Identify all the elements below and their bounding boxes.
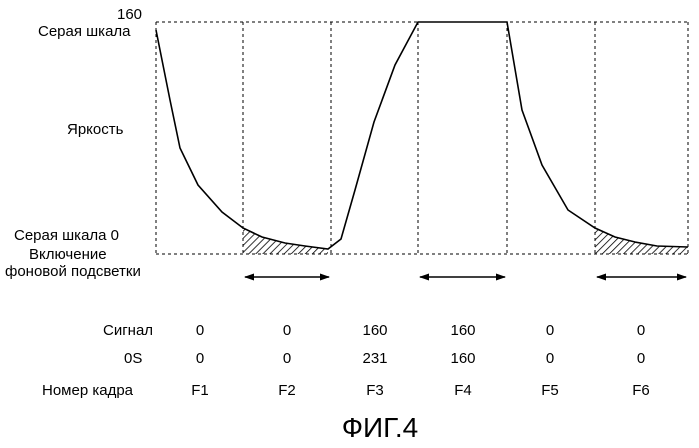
row-label-os: 0S: [124, 350, 143, 367]
hatched-region-f2: [243, 228, 328, 254]
figure-title: ФИГ.4: [341, 412, 419, 443]
gray-scale-zero-label: Серая шкала 0: [14, 227, 120, 244]
row-label-frame-number: Номер кадра: [42, 382, 134, 399]
signal-value-f3: 160: [362, 322, 388, 339]
os-value-f2: 0: [282, 350, 292, 367]
frame-number-f3: F3: [366, 382, 384, 399]
os-value-f3: 231: [362, 350, 388, 367]
frame-grid: [155, 21, 689, 255]
brightness-curve: [155, 21, 689, 250]
backlight-label-line1: Включение: [29, 246, 107, 263]
signal-value-f4: 160: [450, 322, 476, 339]
signal-value-f2: 0: [282, 322, 292, 339]
brightness-label: Яркость: [67, 121, 124, 138]
row-label-signal: Сигнал: [103, 322, 154, 339]
signal-value-f1: 0: [195, 322, 205, 339]
signal-value-f5: 0: [545, 322, 555, 339]
frame-number-f5: F5: [541, 382, 559, 399]
signal-value-f6: 0: [636, 322, 646, 339]
hatched-region-f6: [595, 228, 688, 254]
frame-number-f1: F1: [191, 382, 209, 399]
max-gray-value-label: 160: [117, 6, 143, 23]
frame-number-f2: F2: [278, 382, 296, 399]
frame-number-f4: F4: [454, 382, 472, 399]
os-value-f5: 0: [545, 350, 555, 367]
os-value-f4: 160: [450, 350, 476, 367]
gray-scale-max-label: Серая шкала: [38, 23, 131, 40]
os-value-f1: 0: [195, 350, 205, 367]
frame-number-f6: F6: [632, 382, 650, 399]
backlight-label-line2: фоновой подсветки: [5, 263, 141, 280]
os-value-f6: 0: [636, 350, 646, 367]
